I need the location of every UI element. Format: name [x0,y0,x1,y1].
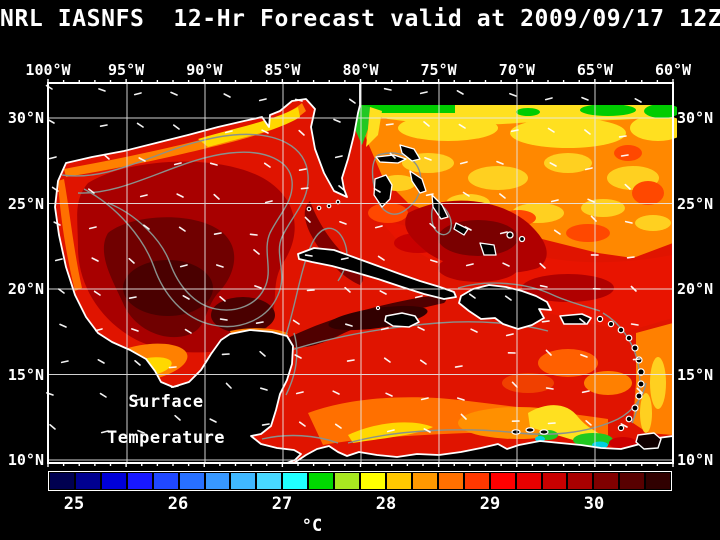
longitude-label: 65°W [576,61,613,79]
map-canvas [45,79,677,467]
colorbar-cell [516,473,541,489]
longitude-label: 95°W [108,61,145,79]
plot-title: NRL IASNFS 12-Hr Forecast valid at 2009/… [0,6,720,32]
hispaniola [458,284,552,330]
latitude-axis-right: 30°N 25°N 20°N 15°N 10°N [677,83,720,469]
colorbar-cell [542,473,567,489]
colorbar-cell [75,473,100,489]
colorbar-cell [335,473,360,489]
nodata-band [338,83,673,105]
latitude-label: 20°N [7,280,44,298]
colorbar-cell [309,473,334,489]
colorbar-tick-label: 26 [167,494,189,514]
land-layer [47,82,674,464]
latitude-label: 15°N [677,365,714,384]
colorbar-cell [231,473,256,489]
latitude-label: 30°N [7,109,44,127]
latitude-label: 10°N [7,451,44,469]
south-america-coast [293,435,674,464]
colorbar-cell [153,473,178,489]
latitude-label: 20°N [677,280,714,298]
colorbar-cell [568,473,593,489]
colorbar-cell [438,473,463,489]
colorbar-cell [205,473,230,489]
colorbar-tick-label: 29 [479,494,501,514]
longitude-label: 70°W [498,61,535,79]
colorbar-cell [490,473,515,489]
trinidad [635,432,662,450]
lesser-antilles [511,315,645,435]
map-frame [47,79,674,467]
latitude-label: 25°N [677,194,714,213]
colorbar-cell [283,473,308,489]
colorbar-cell [50,473,74,489]
annotation-surface: Surface [128,392,204,412]
annotation-temperature: Temperature [106,428,226,448]
latitude-label: 25°N [7,194,44,213]
colorbar-cell [412,473,437,489]
longitude-label: 80°W [342,61,379,79]
longitude-label: 100°W [25,61,71,79]
colorbar-cell [386,473,411,489]
colorbar-unit: °C [301,516,323,536]
latitude-label: 10°N [677,451,714,469]
wind-vector-layer [45,84,643,434]
longitude-label: 75°W [420,61,457,79]
colorbar-cell [127,473,152,489]
longitude-label: 90°W [186,61,223,79]
colorbar-cell [646,473,671,489]
colorbar-cell [361,473,385,489]
puerto-rico [559,313,592,325]
axis-ticks [47,79,674,467]
colorbar-tick-label: 25 [63,494,85,514]
colorbar-tick-label: 27 [271,494,293,514]
jamaica [384,312,420,328]
colorbar-cell [101,473,126,489]
florida-keys [306,199,381,311]
latitude-label: 15°N [7,365,44,384]
colorbar-cell [620,473,645,489]
colorbar-cell [257,473,282,489]
mainland-coast [47,82,361,464]
longitude-label: 85°W [264,61,301,79]
colorbar-cell [594,473,619,489]
grid-layer [48,83,673,463]
bahamas [373,144,526,256]
colorbar-tick-labels: 25 26 27 28 29 30 [48,494,673,514]
latitude-axis-left: 30°N 25°N 20°N 15°N 10°N [0,83,44,469]
latitude-label: 30°N [677,109,714,127]
longitude-label: 60°W [654,61,692,79]
colorbar-tick-label: 30 [583,494,605,514]
cuba [297,247,457,300]
colorbar-tick-label: 28 [375,494,397,514]
colorbar-cell [464,473,489,489]
colorbar-cells [48,471,672,491]
longitude-axis-top: 100°W 95°W 90°W 85°W 80°W 75°W 70°W 65°W 60°W [25,61,691,79]
colorbar-cell [179,473,204,489]
